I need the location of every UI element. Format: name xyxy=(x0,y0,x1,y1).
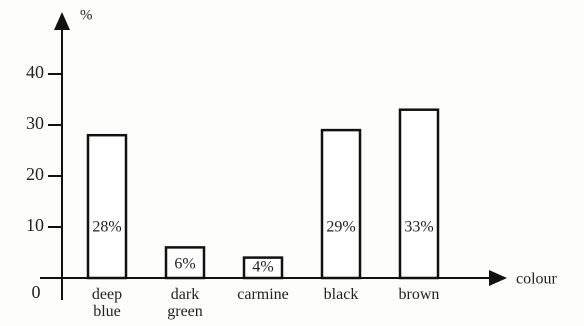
x-tick-label: deep blue xyxy=(91,286,123,320)
y-tick-label: 20 xyxy=(26,164,44,184)
x-tick-label: carmine xyxy=(237,286,289,303)
x-tick-label: dark green xyxy=(167,286,203,320)
data-label: 28% xyxy=(92,219,121,236)
y-tick-label: 10 xyxy=(26,215,44,235)
bar xyxy=(398,108,440,280)
bar xyxy=(320,128,362,280)
y-tick-label: 0 xyxy=(32,282,41,302)
x-axis-label: colour xyxy=(516,271,558,288)
bar xyxy=(164,246,206,280)
bar xyxy=(242,256,284,280)
y-tick-label: 30 xyxy=(26,113,44,133)
data-label: 33% xyxy=(404,219,433,236)
bar xyxy=(86,133,128,280)
data-label: 29% xyxy=(326,219,355,236)
data-label: 4% xyxy=(252,259,273,276)
y-axis-label: % xyxy=(80,7,93,23)
y-tick-label: 40 xyxy=(26,62,44,82)
x-tick-label: black xyxy=(323,286,359,303)
data-label: 6% xyxy=(174,255,195,272)
x-tick-label: brown xyxy=(398,286,440,303)
